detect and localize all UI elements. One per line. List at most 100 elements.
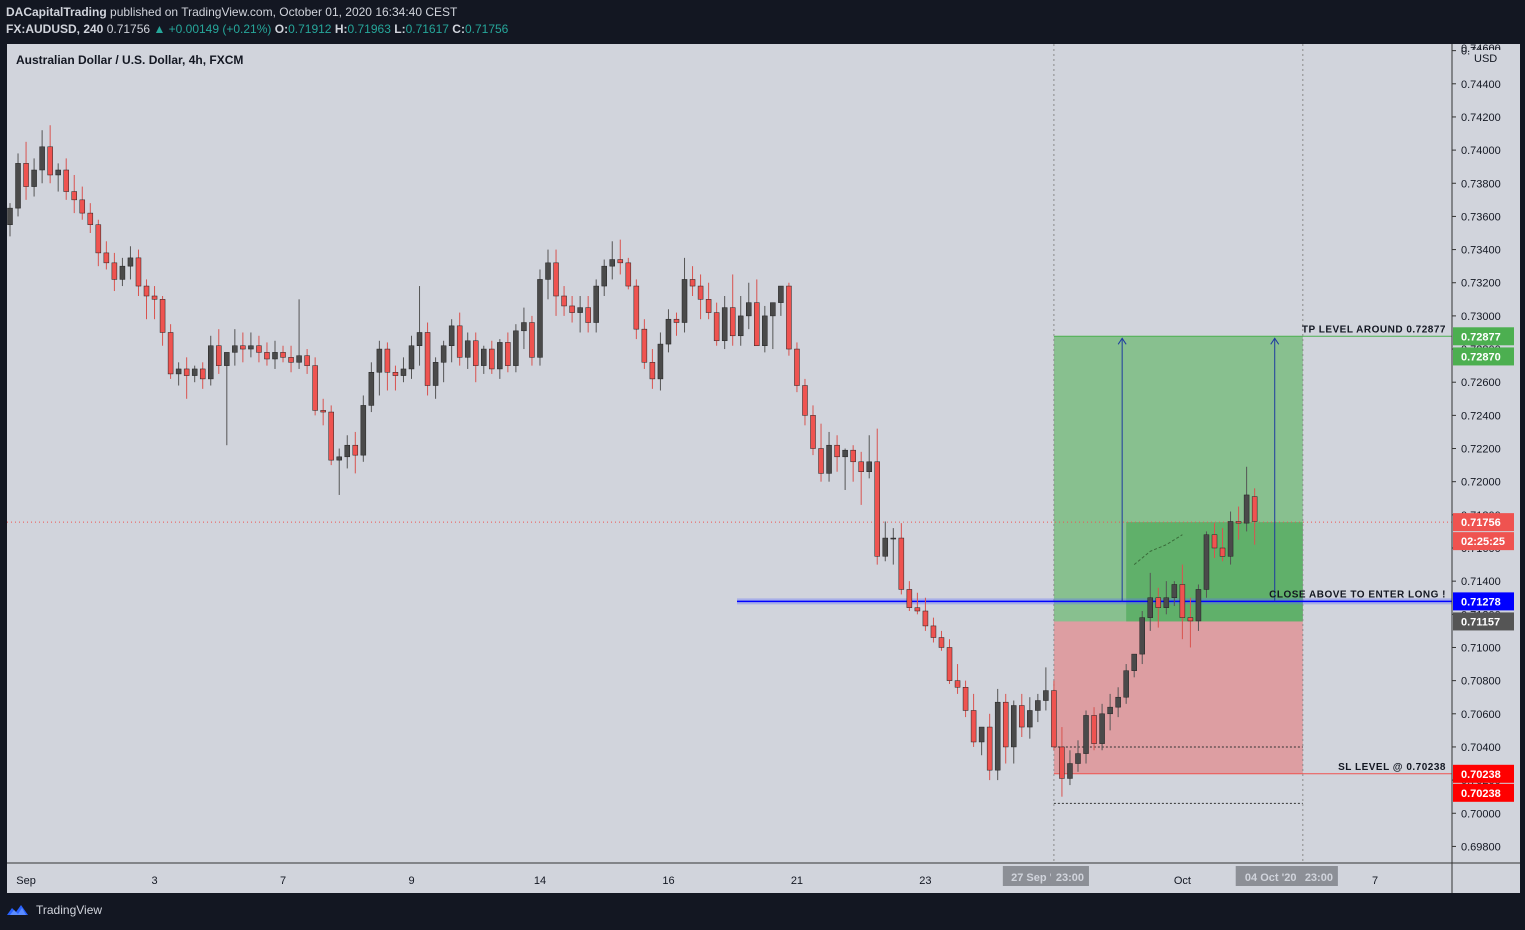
x-tick-label: Sep bbox=[16, 875, 36, 887]
candle-down bbox=[328, 411, 334, 461]
candle-down bbox=[1019, 705, 1025, 728]
candle-down bbox=[103, 252, 110, 264]
candle-up bbox=[537, 279, 543, 358]
candle-up bbox=[432, 362, 439, 386]
candle-down bbox=[754, 302, 760, 346]
candle-down bbox=[312, 365, 318, 411]
candle-up bbox=[360, 405, 367, 456]
candle-down bbox=[810, 415, 816, 449]
candle-up bbox=[55, 169, 61, 176]
candle-up bbox=[826, 444, 832, 474]
candle-up bbox=[737, 315, 744, 337]
candle-up bbox=[344, 444, 351, 458]
currency-label: USD bbox=[1474, 53, 1497, 65]
annotation-tp: TP LEVEL AROUND 0.72877 bbox=[1302, 324, 1446, 335]
y-tick-label: 0.74400 bbox=[1461, 79, 1501, 91]
candle-up bbox=[1027, 710, 1033, 728]
projection-arrow-head bbox=[1117, 337, 1127, 345]
candle-down bbox=[87, 212, 94, 225]
candle-down bbox=[392, 372, 399, 376]
candle-down bbox=[898, 537, 905, 590]
candle-up bbox=[191, 368, 198, 376]
candle-up bbox=[175, 368, 182, 375]
price-label-line: 0.71278 bbox=[1461, 596, 1501, 608]
candle-down bbox=[63, 169, 69, 192]
y-tick-label: 0.70000 bbox=[1461, 808, 1501, 820]
candle-down bbox=[216, 345, 222, 366]
time-range-label-bg bbox=[1299, 866, 1338, 886]
candle-up bbox=[657, 343, 664, 380]
candle-down bbox=[561, 295, 567, 307]
candle-up bbox=[1163, 597, 1170, 608]
price-label-bg-line bbox=[1453, 592, 1514, 611]
candle-down bbox=[1179, 584, 1186, 618]
candle-down bbox=[320, 410, 326, 413]
footer-brand[interactable]: TradingView bbox=[36, 903, 103, 917]
candle-down bbox=[946, 647, 953, 681]
candle-down bbox=[1251, 496, 1258, 522]
candle-down bbox=[858, 461, 864, 472]
candle-down bbox=[874, 461, 880, 557]
candle-up bbox=[31, 169, 37, 187]
candle-down bbox=[264, 352, 270, 360]
y-tick-label: 0.72600 bbox=[1461, 377, 1501, 389]
time-range-label-bg bbox=[1050, 866, 1089, 886]
candle-up bbox=[481, 348, 487, 366]
candle-up bbox=[545, 262, 551, 280]
candle-up bbox=[1107, 706, 1113, 715]
footer: TradingView bbox=[6, 903, 102, 917]
x-tick-label: 23 bbox=[919, 875, 931, 887]
candle-down bbox=[585, 307, 591, 323]
candle-down bbox=[617, 259, 624, 264]
candle-down bbox=[505, 342, 511, 366]
candle-up bbox=[1243, 494, 1250, 524]
high-value: 0.71963 bbox=[347, 22, 391, 36]
candle-down bbox=[79, 199, 86, 214]
last-price: 0.71756 bbox=[106, 22, 151, 36]
publish-header: DACapitalTrading published on TradingVie… bbox=[6, 5, 457, 19]
price-label-countdown: 02:25:25 bbox=[1461, 536, 1505, 548]
candle-down bbox=[199, 368, 206, 380]
candle-up bbox=[464, 340, 471, 358]
candle-down bbox=[151, 295, 158, 300]
x-tick-label: 21 bbox=[791, 875, 803, 887]
candle-down bbox=[794, 348, 800, 386]
candle-down bbox=[384, 348, 391, 373]
candle-up bbox=[601, 265, 607, 287]
candle-down bbox=[569, 305, 575, 313]
x-tick-label: 14 bbox=[534, 875, 546, 887]
price-label-bg-tp2 bbox=[1453, 347, 1514, 366]
candle-down bbox=[553, 262, 559, 297]
author-name[interactable]: DACapitalTrading bbox=[6, 5, 107, 19]
y-tick-label: 0.71400 bbox=[1461, 576, 1501, 588]
candle-down bbox=[649, 362, 656, 380]
candle-up bbox=[497, 342, 503, 370]
candle-down bbox=[424, 332, 431, 386]
candle-up bbox=[1139, 617, 1145, 655]
candle-up bbox=[368, 372, 375, 406]
candle-up bbox=[842, 449, 848, 458]
x-tick-label: 7 bbox=[280, 875, 286, 887]
change-value: ▲ +0.00149 (+0.21%) bbox=[153, 22, 272, 36]
projection-arrow-head bbox=[1270, 337, 1280, 345]
candle-up bbox=[513, 330, 519, 366]
candle-up bbox=[448, 325, 455, 346]
currency-label-bg bbox=[1472, 50, 1512, 64]
y-tick-label: 0.72000 bbox=[1461, 477, 1501, 489]
candle-down bbox=[456, 325, 463, 358]
candle-down bbox=[159, 299, 166, 333]
candle-up bbox=[681, 279, 688, 323]
tradingview-logo-icon[interactable] bbox=[6, 903, 30, 917]
candle-up bbox=[376, 348, 383, 373]
candle-up bbox=[7, 207, 13, 225]
y-tick-label: 0.73200 bbox=[1461, 278, 1501, 290]
candle-up bbox=[1227, 521, 1234, 557]
candle-up bbox=[336, 456, 342, 461]
candle-down bbox=[1219, 547, 1226, 557]
y-tick-label: 0.71000 bbox=[1461, 642, 1501, 654]
candle-down bbox=[786, 285, 792, 350]
candle-down bbox=[95, 224, 102, 254]
candle-down bbox=[850, 449, 856, 463]
candle-up bbox=[1195, 589, 1202, 622]
